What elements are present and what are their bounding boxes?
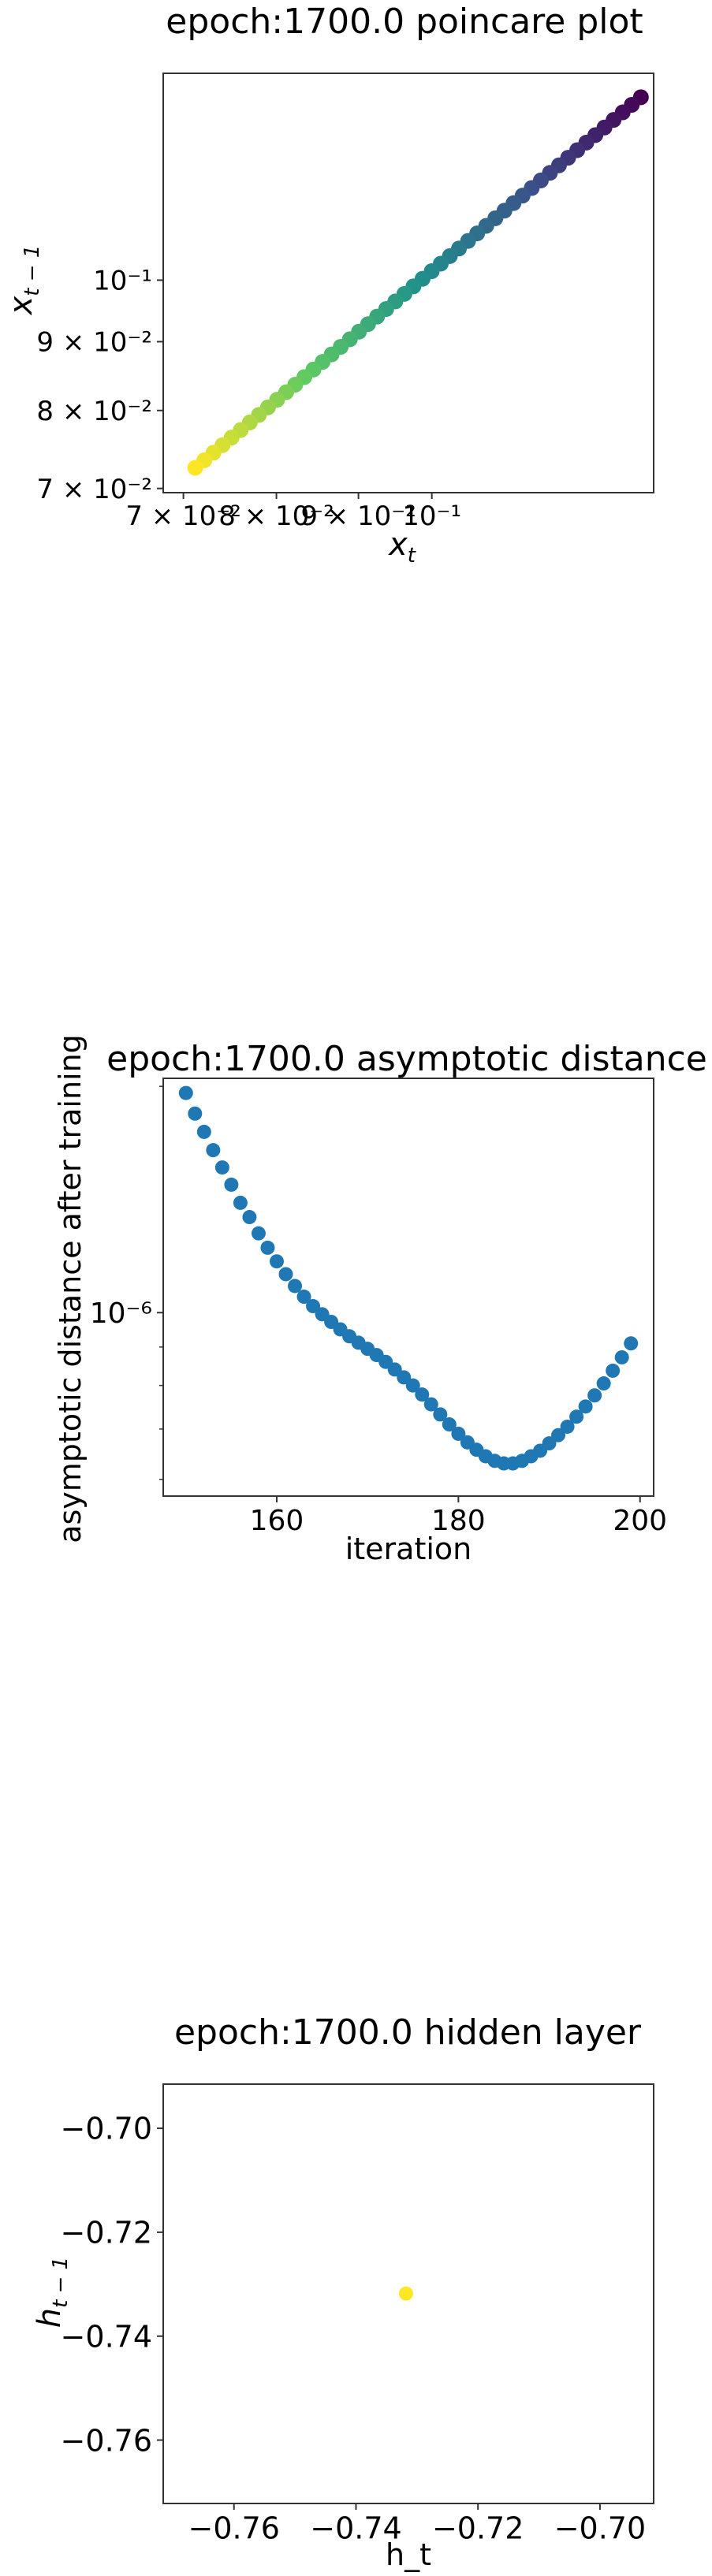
asymptotic-point [196,1124,211,1139]
hidden-layer-chart: epoch:1700.0 hidden layer −0.70−0.72−0.7… [32,2012,654,2572]
asymptotic-point [596,1376,611,1391]
poincare-title: epoch:1700.0 poincare plot [166,2,643,42]
poincare-x-tick-label: 9 × 10⁻² [300,501,416,532]
asymptotic-points [178,1085,639,1471]
asymptotic-point [260,1240,275,1255]
asymptotic-x-tick-label: 180 [431,1505,486,1537]
poincare-y-tick-label: 9 × 10⁻² [36,327,152,359]
asymptotic-title: epoch:1700.0 asymptotic distance [106,1039,707,1079]
asymptotic-point [405,1378,420,1393]
asymptotic-x-tick-label: 160 [250,1505,304,1537]
hidden-layer-y-tick-label: −0.74 [61,2319,152,2354]
asymptotic-x-ticks: 160 180 200 [250,1496,667,1537]
asymptotic-chart: epoch:1700.0 asymptotic distance 10⁻⁶ 16… [53,1034,707,1566]
poincare-x-ticks: 7 × 10⁻²8 × 10⁻²9 × 10⁻²10⁻¹ [125,493,461,532]
asymptotic-point [587,1388,602,1403]
asymptotic-point [569,1409,584,1424]
poincare-point [187,460,203,476]
asymptotic-point [415,1387,430,1402]
poincare-y-tick-label: 7 × 10⁻² [36,474,152,505]
asymptotic-point [551,1428,566,1442]
asymptotic-point [578,1399,593,1414]
poincare-chart: epoch:1700.0 poincare plot 7 × 10⁻²8 × 1… [3,2,654,568]
asymptotic-point [624,1336,639,1351]
asymptotic-point [242,1210,257,1225]
poincare-y-tick-label: 10⁻¹ [93,266,152,297]
hidden-layer-x-tick-label: −0.74 [310,2511,401,2545]
hidden-layer-y-label: ht − 1 [32,2257,73,2328]
asymptotic-point [397,1370,412,1385]
hidden-layer-point [398,2286,413,2301]
asymptotic-point [606,1363,621,1378]
hidden-layer-y-tick-label: −0.72 [61,2216,152,2250]
asymptotic-point [560,1419,575,1434]
poincare-x-label: xt [387,527,416,568]
poincare-x-tick-label: 8 × 10⁻² [218,501,334,532]
hidden-layer-plot-area [162,2083,654,2504]
hidden-layer-x-ticks: −0.76 −0.74 −0.72 −0.70 [188,2503,646,2545]
asymptotic-y-label: asymptotic distance after training [53,1034,88,1543]
hidden-layer-points [398,2286,413,2301]
poincare-y-ticks: 7 × 10⁻² 8 × 10⁻² 9 × 10⁻² 10⁻¹ [36,266,163,505]
asymptotic-point [451,1426,466,1441]
asymptotic-point [296,1290,311,1305]
asymptotic-point [542,1436,557,1451]
hidden-layer-x-tick-label: −0.76 [188,2511,280,2545]
asymptotic-point [433,1407,448,1422]
poincare-plot-area [162,73,654,493]
asymptotic-x-tick-label: 200 [613,1505,667,1537]
poincare-y-label: xt − 1 [3,245,44,317]
poincare-y-tick-label: 8 × 10⁻² [36,396,152,427]
asymptotic-point [269,1254,284,1269]
asymptotic-point [178,1085,193,1100]
asymptotic-point [188,1106,203,1121]
hidden-layer-y-ticks: −0.70 −0.72 −0.74 −0.76 [61,2112,163,2458]
asymptotic-y-ticks: 10⁻⁶ [90,1085,163,1480]
asymptotic-point [206,1143,221,1158]
asymptotic-point [442,1417,457,1432]
asymptotic-point [288,1279,303,1294]
asymptotic-point [251,1226,266,1241]
asymptotic-point [614,1349,629,1364]
asymptotic-point [233,1195,248,1210]
hidden-layer-y-tick-label: −0.70 [61,2112,152,2146]
asymptotic-point [214,1160,229,1175]
asymptotic-point [224,1177,239,1192]
asymptotic-point [278,1267,293,1282]
asymptotic-plot-area [162,1078,654,1497]
poincare-points [187,89,649,476]
poincare-x-tick-label: 7 × 10⁻² [125,501,241,532]
asymptotic-x-label: iteration [345,1532,472,1566]
hidden-layer-x-tick-label: −0.70 [554,2511,646,2545]
hidden-layer-y-tick-label: −0.76 [61,2423,152,2458]
hidden-layer-x-tick-label: −0.72 [432,2511,524,2545]
asymptotic-point [423,1397,438,1412]
asymptotic-point [306,1299,321,1314]
asymptotic-y-tick-label: 10⁻⁶ [90,1297,152,1330]
hidden-layer-x-label: h_t [386,2537,431,2572]
poincare-x-tick-label: 10⁻¹ [402,501,461,532]
hidden-layer-title: epoch:1700.0 hidden layer [174,2012,642,2053]
